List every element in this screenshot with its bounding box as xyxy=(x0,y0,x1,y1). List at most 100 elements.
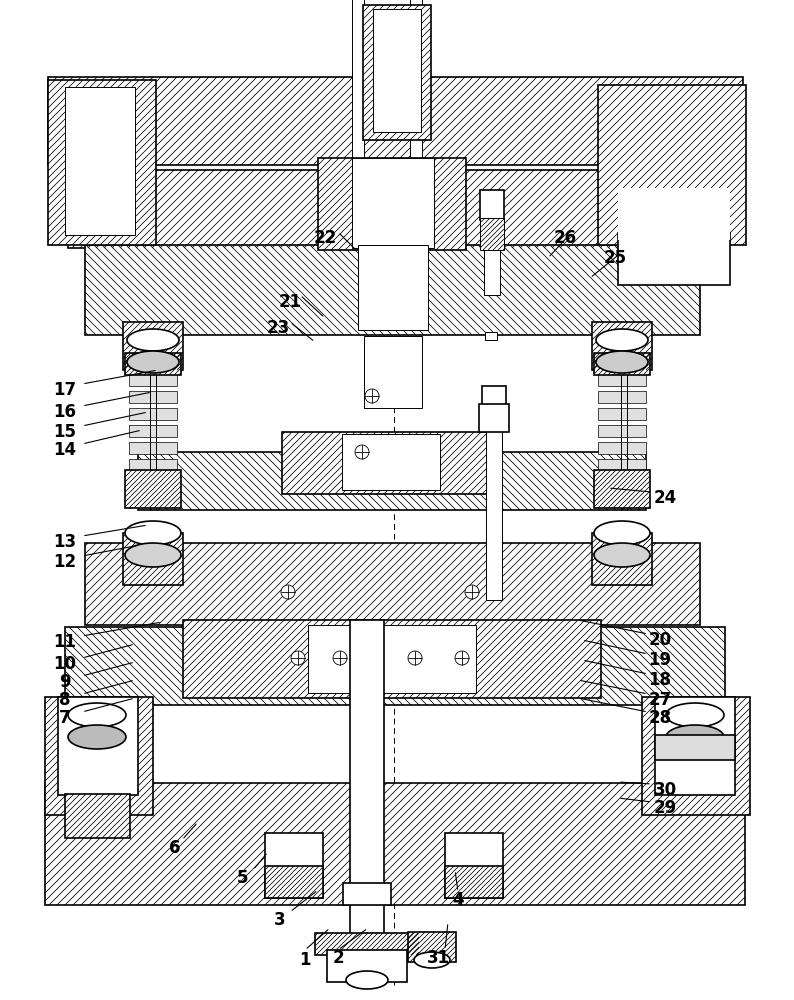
Bar xyxy=(352,158,434,248)
Text: 3: 3 xyxy=(274,911,286,929)
Bar xyxy=(598,425,646,437)
Text: 22: 22 xyxy=(314,229,337,247)
Bar xyxy=(592,533,652,585)
Bar xyxy=(598,408,646,420)
Text: 29: 29 xyxy=(653,799,676,817)
Ellipse shape xyxy=(414,952,450,968)
Text: 6: 6 xyxy=(169,839,181,857)
Text: 21: 21 xyxy=(279,293,302,311)
Bar xyxy=(85,245,700,335)
Ellipse shape xyxy=(465,585,479,599)
Bar xyxy=(445,833,503,898)
Bar xyxy=(129,340,177,352)
Ellipse shape xyxy=(281,585,295,599)
Bar xyxy=(138,452,646,510)
Ellipse shape xyxy=(333,651,347,665)
Bar xyxy=(58,697,138,795)
Text: 20: 20 xyxy=(649,631,672,649)
Text: 18: 18 xyxy=(649,671,672,689)
Bar xyxy=(592,322,652,370)
Bar xyxy=(343,883,391,905)
Bar xyxy=(598,391,646,403)
Ellipse shape xyxy=(355,445,369,459)
Text: 24: 24 xyxy=(653,489,676,507)
Bar xyxy=(358,245,428,330)
Bar xyxy=(282,432,502,494)
Bar xyxy=(129,476,177,488)
Bar xyxy=(598,442,646,454)
Ellipse shape xyxy=(596,351,648,373)
Bar xyxy=(594,470,650,508)
Bar xyxy=(598,85,746,245)
Bar xyxy=(482,386,506,408)
Bar xyxy=(364,336,422,408)
Ellipse shape xyxy=(596,329,648,351)
Bar xyxy=(598,493,646,505)
Ellipse shape xyxy=(594,543,650,567)
Text: 15: 15 xyxy=(53,423,76,441)
Text: 27: 27 xyxy=(649,691,672,709)
Ellipse shape xyxy=(408,651,422,665)
Bar xyxy=(48,80,156,245)
Ellipse shape xyxy=(127,329,179,351)
Bar xyxy=(265,833,323,898)
Bar xyxy=(327,950,407,982)
Bar xyxy=(445,866,503,898)
Ellipse shape xyxy=(68,703,126,727)
Text: 28: 28 xyxy=(649,709,672,727)
Text: 31: 31 xyxy=(426,949,449,967)
Bar xyxy=(129,374,177,386)
Bar xyxy=(265,866,323,898)
Bar xyxy=(125,353,181,375)
Bar xyxy=(598,323,646,335)
Bar xyxy=(45,697,153,815)
Ellipse shape xyxy=(127,351,179,373)
Ellipse shape xyxy=(365,389,379,403)
Bar xyxy=(655,735,735,760)
Text: 1: 1 xyxy=(299,951,310,969)
Bar xyxy=(484,215,500,295)
Bar xyxy=(45,783,745,905)
Bar xyxy=(65,627,725,705)
Bar xyxy=(342,434,440,490)
Bar xyxy=(352,0,364,172)
Bar xyxy=(655,697,735,795)
Bar xyxy=(129,425,177,437)
Text: 5: 5 xyxy=(237,869,249,887)
Bar xyxy=(410,0,422,172)
Bar xyxy=(479,404,509,432)
Bar xyxy=(618,233,730,285)
Bar xyxy=(315,933,419,955)
Text: 13: 13 xyxy=(53,533,76,551)
Text: 25: 25 xyxy=(603,249,626,267)
Bar xyxy=(598,459,646,471)
Ellipse shape xyxy=(291,651,305,665)
Text: 23: 23 xyxy=(266,319,290,337)
Ellipse shape xyxy=(125,543,181,567)
Bar xyxy=(123,322,183,370)
Ellipse shape xyxy=(666,703,724,727)
Bar xyxy=(85,543,700,625)
Bar xyxy=(486,415,502,600)
Bar xyxy=(129,493,177,505)
Bar xyxy=(129,357,177,369)
Bar xyxy=(183,620,601,698)
Bar xyxy=(480,190,504,220)
Bar xyxy=(485,332,497,340)
Bar xyxy=(408,932,456,962)
Bar xyxy=(129,391,177,403)
Ellipse shape xyxy=(68,725,126,749)
Bar xyxy=(129,323,177,335)
Ellipse shape xyxy=(455,651,469,665)
Bar xyxy=(129,408,177,420)
Text: 17: 17 xyxy=(53,381,76,399)
Text: 8: 8 xyxy=(60,691,71,709)
Bar xyxy=(642,697,750,815)
Text: 26: 26 xyxy=(553,229,576,247)
Bar xyxy=(65,87,135,235)
Bar xyxy=(123,533,183,585)
Text: 10: 10 xyxy=(53,655,76,673)
Ellipse shape xyxy=(346,971,388,989)
Bar xyxy=(598,476,646,488)
Bar xyxy=(598,357,646,369)
